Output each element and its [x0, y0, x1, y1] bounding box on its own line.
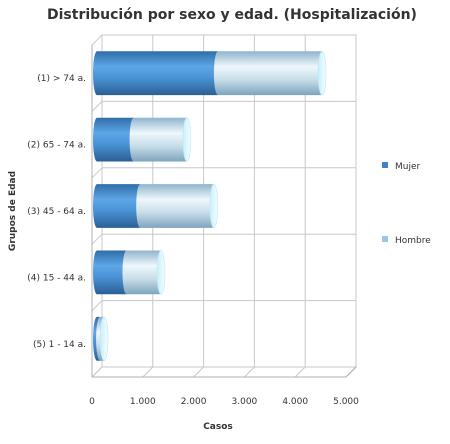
bar-mujer-3	[92, 250, 131, 295]
legend-swatch-mujer	[382, 162, 388, 168]
bar-hombre-2	[136, 184, 218, 228]
x-tick-label-0: 0	[89, 397, 95, 407]
x-tick-label-4: 4.000	[282, 397, 308, 407]
floor-line-2	[193, 366, 204, 378]
bar-cap-1	[182, 117, 192, 162]
bar-mujer-1	[93, 117, 138, 162]
bar-cap-3	[156, 250, 166, 295]
side-line-0	[91, 34, 103, 46]
chart-title: Distribución por sexo y edad. (Hospitali…	[47, 7, 417, 23]
side-line-2	[91, 167, 103, 179]
floor-line-4	[294, 366, 306, 378]
bar-hombre-1	[129, 117, 191, 162]
side-line-1	[91, 101, 103, 112]
floor-line-3	[244, 366, 255, 378]
y-tick-label-1: (2) 65 - 74 a.	[27, 141, 86, 151]
bar-cap-2	[209, 183, 219, 229]
x-axis-title: Casos	[203, 422, 233, 432]
y-axis-title: Grupos de Edad	[8, 171, 18, 251]
bar-mujer-0	[93, 51, 222, 96]
side-line-3	[91, 233, 103, 245]
y-tick-label-0: (1) > 74 a.	[37, 74, 86, 84]
bar-cap-0	[317, 50, 327, 96]
x-tick-label-2: 2.000	[181, 397, 207, 407]
side-line-5	[91, 366, 103, 378]
bar-cap-4	[99, 316, 109, 362]
x-tick-label-1: 1.000	[130, 397, 156, 407]
legend-swatch-hombre	[382, 236, 388, 242]
y-tick-label-2: (3) 45 - 64 a.	[27, 207, 86, 217]
bar-hombre-3	[122, 250, 166, 295]
legend: Mujer Hombre	[382, 162, 431, 246]
floor-line-1	[142, 366, 154, 378]
x-tick-label-5: 5.000	[333, 397, 359, 407]
x-tick-labels: 0 1.000 2.000 3.000 4.000 5.000	[89, 397, 359, 407]
floor-right-edge	[345, 366, 357, 378]
x-tick-label-3: 3.000	[232, 397, 258, 407]
bar-hombre-0	[213, 51, 327, 96]
y-tick-label-3: (4) 15 - 44 a.	[27, 273, 86, 283]
bar-mujer-2	[92, 184, 145, 228]
y-tick-labels: (1) > 74 a. (2) 65 - 74 a. (3) 45 - 64 a. (…	[27, 74, 86, 350]
side-line-4	[91, 300, 103, 311]
y-tick-label-4: (5) 1 - 14 a.	[33, 340, 86, 350]
legend-label-mujer: Mujer	[395, 162, 421, 172]
bars	[92, 50, 327, 362]
legend-label-hombre: Hombre	[395, 236, 431, 246]
